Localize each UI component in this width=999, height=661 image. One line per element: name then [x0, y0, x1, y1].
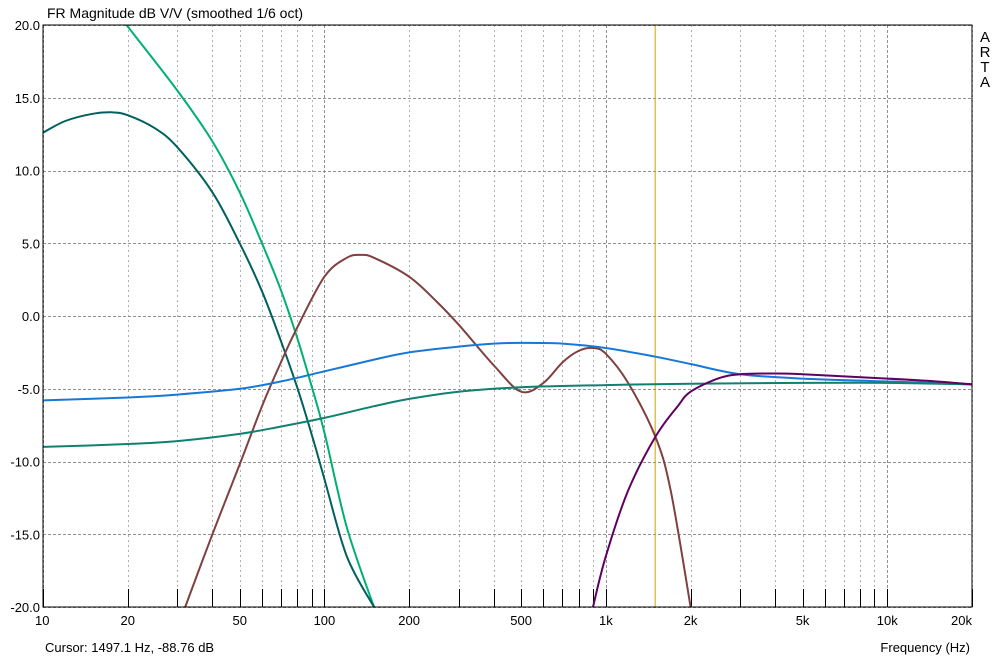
x-tick-label: 100 [314, 613, 336, 628]
plot-frame [42, 24, 973, 608]
x-tick-label: 5k [796, 613, 810, 628]
brand-letter: A [980, 74, 990, 91]
y-tick-label: -20.0 [10, 600, 40, 615]
series-line-2 [43, 111, 375, 607]
y-tick-label: 10.0 [15, 164, 40, 179]
y-tick-label: 20.0 [15, 18, 40, 33]
brand-letter: A [980, 29, 990, 46]
y-tick-label: -10.0 [10, 455, 40, 470]
x-axis-label: Frequency (Hz) [880, 640, 970, 655]
y-tick-labels: 20.0 15.0 10.0 5.0 0.0 -5.0 -10.0 -15.0 -20.0 [10, 18, 40, 615]
series-line-3 [184, 253, 692, 607]
y-tick-label: 0.0 [22, 309, 40, 324]
series-line-6 [592, 372, 972, 607]
y-tick-label: -15.0 [10, 527, 40, 542]
cursor-readout: Cursor: 1497.1 Hz, -88.76 dB [45, 640, 214, 655]
x-tick-label: 10k [877, 613, 898, 628]
x-tick-label: 20k [951, 613, 972, 628]
x-tick-label: 50 [232, 613, 246, 628]
plot-background [43, 25, 972, 607]
series-line-5 [43, 381, 972, 448]
chart-title: FR Magnitude dB V/V (smoothed 1/6 oct) [47, 5, 303, 21]
series-line-1 [125, 25, 375, 607]
series-group [43, 25, 972, 607]
x-tick-label: 20 [120, 613, 134, 628]
x-tick-label: 1k [599, 613, 613, 628]
y-tick-label: 5.0 [22, 236, 40, 251]
brand-letter: T [980, 59, 989, 76]
x-tick-label: 200 [398, 613, 420, 628]
x-tick-label: 10 [35, 613, 49, 628]
x-tick-labels: 10 20 50 100 200 500 1k 2k 5k 10k 20k [35, 613, 972, 628]
y-tick-label: 15.0 [15, 91, 40, 106]
y-tick-label: -5.0 [18, 382, 40, 397]
brand-letter: R [980, 44, 991, 61]
x-tick-label: 2k [684, 613, 698, 628]
series-line-4 [43, 341, 972, 402]
x-tick-label: 500 [510, 613, 532, 628]
